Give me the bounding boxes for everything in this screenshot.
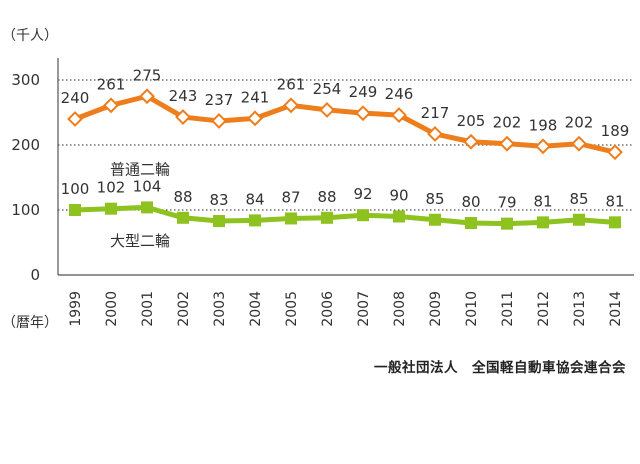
data-label: 275	[133, 66, 162, 84]
data-point-marker	[573, 213, 585, 226]
data-point-marker	[463, 133, 479, 150]
data-point-marker	[355, 105, 371, 122]
data-label: 80	[461, 193, 480, 211]
data-point-marker	[175, 109, 191, 125]
data-label: 85	[569, 190, 588, 208]
y-tick-label: 200	[11, 136, 40, 154]
x-tick-label: 2001	[140, 291, 156, 327]
data-point-marker	[285, 212, 297, 225]
data-label: 84	[245, 190, 264, 208]
x-tick-label: 2002	[176, 291, 192, 327]
data-point-marker	[249, 214, 261, 227]
data-point-marker	[499, 135, 515, 152]
data-label: 246	[385, 85, 414, 103]
x-tick-label: 2010	[464, 291, 480, 327]
data-point-marker	[247, 110, 263, 127]
series-label-futsu-nirin: 普通二輪	[110, 160, 170, 178]
data-point-marker	[609, 216, 621, 229]
data-point-marker	[211, 113, 227, 129]
data-point-marker	[427, 126, 443, 142]
x-tick-label: 2005	[284, 291, 300, 327]
source-credit: 一般社団法人 全国軽自動車協会連合会	[374, 360, 626, 376]
data-label: 88	[173, 188, 192, 206]
data-point-marker	[357, 209, 369, 222]
x-tick-label: 2014	[608, 291, 624, 327]
data-point-marker	[213, 215, 225, 228]
data-point-marker	[535, 138, 551, 155]
data-label: 237	[205, 91, 234, 109]
data-label: 261	[97, 75, 126, 93]
data-point-marker	[283, 97, 299, 114]
data-point-marker	[141, 201, 153, 214]
series-line-futsu-nirin	[74, 93, 616, 155]
x-tick-label: 2008	[392, 291, 408, 327]
data-point-marker	[69, 204, 81, 216]
series-label-ogata-nirin: 大型二輪	[110, 232, 170, 250]
data-label: 100	[61, 180, 90, 198]
data-point-marker	[105, 202, 117, 215]
x-unit-label: （暦年）	[2, 315, 58, 331]
data-point-marker	[67, 111, 83, 127]
x-tick-label: 2000	[104, 291, 120, 327]
data-point-marker	[465, 217, 477, 229]
data-label: 81	[605, 192, 624, 210]
data-label: 88	[317, 188, 336, 206]
data-point-marker	[571, 135, 587, 152]
data-point-marker	[537, 216, 549, 229]
data-label: 198	[529, 116, 558, 134]
x-tick-label: 1999	[68, 291, 84, 327]
data-label: 87	[281, 188, 300, 206]
data-label: 254	[313, 80, 342, 98]
data-label: 261	[277, 75, 306, 93]
x-tick-label: 2003	[212, 291, 228, 327]
series-line-ogata-nirin	[74, 204, 616, 227]
data-label: 241	[241, 88, 270, 106]
data-point-marker	[393, 210, 405, 223]
x-tick-label: 2012	[536, 291, 552, 327]
data-label: 205	[457, 112, 486, 130]
x-tick-label: 2011	[500, 291, 516, 327]
data-label: 92	[353, 185, 372, 203]
x-tick-label: 2004	[248, 291, 264, 327]
data-label: 79	[497, 194, 516, 212]
data-label: 90	[389, 187, 408, 205]
data-label: 81	[533, 192, 552, 210]
data-label: 217	[421, 104, 450, 122]
data-point-marker	[501, 217, 513, 230]
data-label: 189	[601, 122, 630, 140]
data-label: 243	[169, 87, 198, 105]
data-point-marker	[139, 88, 155, 105]
y-unit-label: （千人）	[2, 28, 58, 44]
data-label: 83	[209, 191, 228, 209]
data-label: 102	[97, 179, 126, 197]
x-tick-label: 2013	[572, 291, 588, 327]
data-point-marker	[429, 213, 441, 226]
data-point-marker	[177, 211, 189, 224]
data-point-marker	[103, 97, 119, 114]
data-label: 85	[425, 190, 444, 208]
data-point-marker	[319, 101, 335, 118]
x-tick-label: 2006	[320, 291, 336, 327]
x-tick-label: 2007	[356, 291, 372, 327]
data-point-marker	[321, 211, 333, 224]
data-label: 240	[61, 89, 90, 107]
y-tick-label: 100	[11, 201, 40, 219]
x-tick-label: 2009	[428, 291, 444, 327]
data-point-marker	[391, 107, 407, 124]
data-label: 202	[565, 114, 594, 132]
data-label: 249	[349, 83, 378, 101]
data-label: 104	[133, 177, 162, 195]
data-label: 202	[493, 114, 522, 132]
y-tick-label: 300	[11, 71, 40, 89]
y-tick-label: 0	[30, 266, 40, 284]
data-point-marker	[607, 144, 623, 161]
